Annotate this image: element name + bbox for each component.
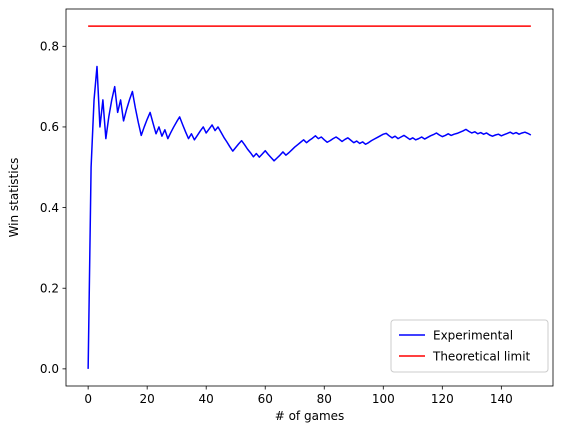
series-line-0: [87, 65, 532, 369]
legend-label: Theoretical limit: [432, 349, 531, 363]
y-axis-ticks: 0.0 0.2 0.4 0.6 0.8: [40, 39, 66, 376]
plot-frame: [65, 8, 554, 387]
y-tick-label: 0.2: [40, 281, 59, 295]
x-tick-label: 20: [140, 392, 155, 406]
plot-lines: [87, 25, 532, 369]
legend-box: [390, 319, 549, 373]
x-tick-label: 40: [199, 392, 214, 406]
y-axis-label: Win statistics: [7, 158, 21, 238]
x-tick-label: 60: [258, 392, 273, 406]
legend-label: Experimental: [433, 328, 513, 342]
y-tick-label: 0.6: [40, 120, 59, 134]
x-tick-label: 140: [490, 392, 513, 406]
x-tick-label: 80: [317, 392, 332, 406]
y-tick-label: 0.0: [40, 362, 59, 376]
x-axis-ticks: 0 20 40 60 80 100 120 140: [84, 386, 513, 406]
x-tick-label: 100: [372, 392, 395, 406]
y-tick-label: 0.4: [40, 201, 59, 215]
x-axis-label: # of games: [275, 409, 345, 423]
x-tick-label: 120: [431, 392, 454, 406]
legend: Experimental Theoretical limit: [390, 319, 549, 373]
x-tick-label: 0: [84, 392, 92, 406]
y-tick-label: 0.8: [40, 39, 59, 53]
